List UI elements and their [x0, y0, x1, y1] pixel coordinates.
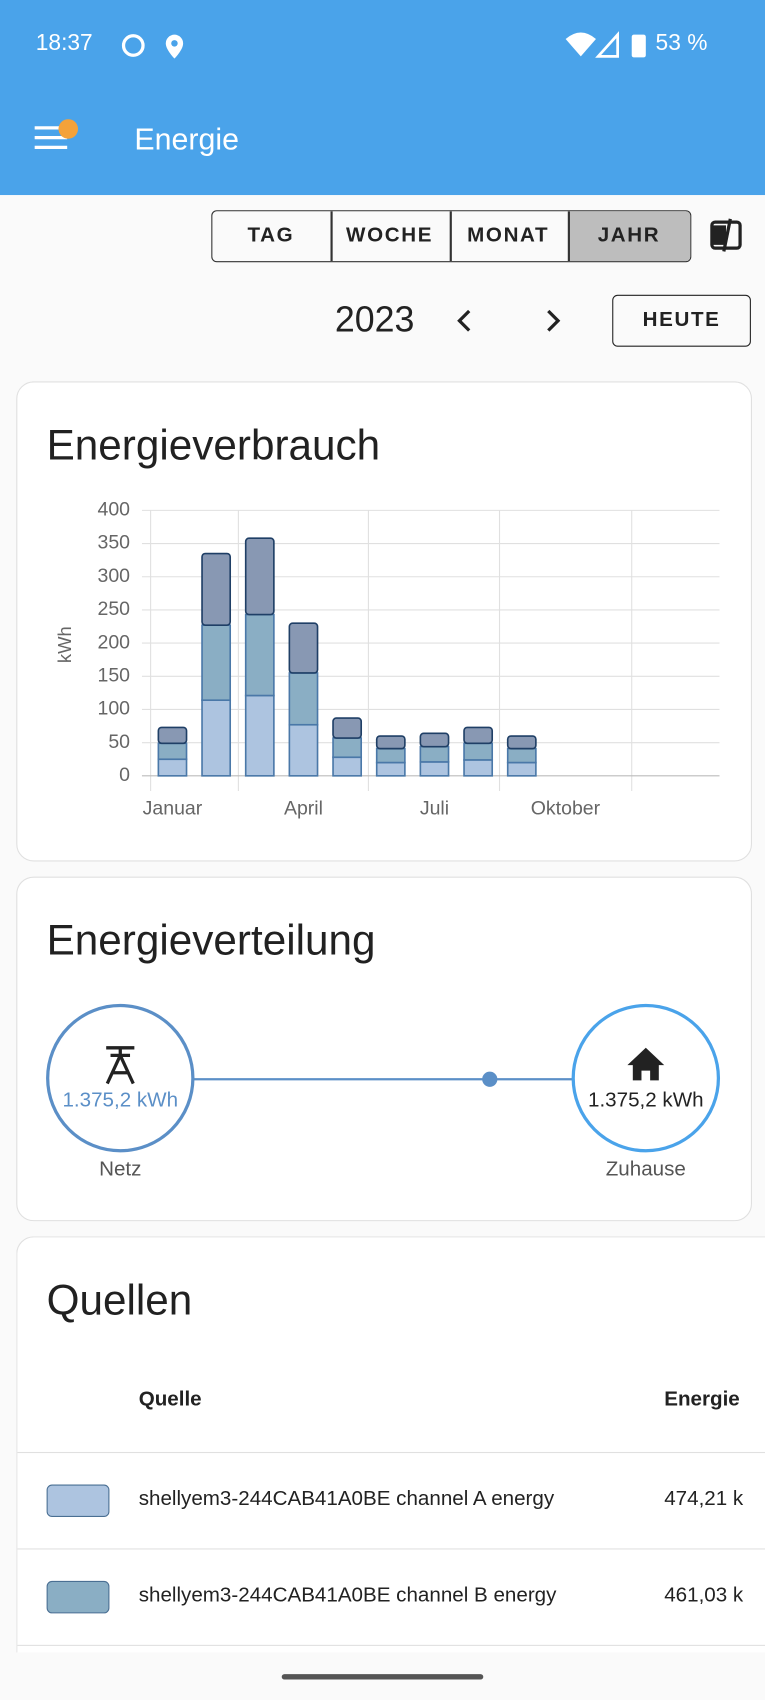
bar-segment	[419, 745, 450, 763]
tab[interactable]: MONAT	[467, 224, 550, 248]
column-header: Energie	[664, 1388, 740, 1411]
bar-segment	[463, 759, 494, 777]
bar-segment	[288, 723, 319, 777]
x-tick-label: April	[284, 798, 323, 820]
sources-title: Quellen	[46, 1277, 193, 1325]
bar-segment	[201, 552, 232, 626]
grid-label: Netz	[99, 1158, 142, 1182]
color-swatch	[46, 1484, 110, 1517]
app-title: Energie	[134, 122, 239, 157]
battery: 53 %	[655, 30, 708, 56]
y-axis-label: kWh	[54, 626, 75, 663]
y-tick-label: 50	[108, 731, 130, 753]
column-header: Quelle	[138, 1388, 202, 1411]
row-divider	[17, 1644, 765, 1646]
app-bar	[0, 0, 765, 196]
divider	[449, 211, 452, 262]
divider	[567, 211, 570, 262]
home-label: Zuhause	[605, 1158, 686, 1182]
nav-arrows[interactable]	[450, 306, 569, 339]
bar-segment	[375, 747, 406, 764]
x-tick-label: Oktober	[531, 798, 601, 820]
source-name: shellyem3-244CAB41A0BE channel A energy	[138, 1487, 555, 1511]
status-icons	[121, 34, 184, 59]
status-time: 18:37	[35, 30, 93, 56]
row-divider	[17, 1451, 765, 1454]
bar-segment	[463, 726, 494, 745]
today-button[interactable]: HEUTE	[612, 294, 751, 347]
bar-segment	[244, 537, 275, 616]
y-tick-label: 0	[119, 764, 130, 786]
chart-card	[16, 381, 752, 862]
bar-segment	[157, 726, 188, 745]
bar-segment	[157, 758, 188, 777]
period-tabs	[211, 210, 692, 263]
x-tick-label: Januar	[143, 798, 203, 820]
compare-button[interactable]	[709, 217, 744, 254]
chart-title: Energieverbrauch	[46, 422, 381, 470]
tab[interactable]: WOCHE	[346, 224, 434, 248]
selected-tab-bg	[568, 211, 691, 262]
bar-segment	[201, 699, 232, 777]
source-name: shellyem3-244CAB41A0BE channel B energy	[138, 1584, 557, 1607]
sources-card	[16, 1236, 765, 1700]
y-tick-label: 150	[97, 664, 130, 686]
bar-segment	[244, 694, 275, 777]
y-tick-label: 250	[97, 598, 130, 620]
flow-diagram	[46, 1003, 721, 1153]
year: 2023	[334, 299, 415, 340]
bar-segment	[288, 622, 319, 674]
y-tick-label: 350	[97, 532, 130, 554]
color-swatch	[46, 1580, 110, 1614]
bar-segment	[332, 756, 363, 777]
menu-button[interactable]	[33, 117, 82, 160]
home-value: 1.375,2 kWh	[588, 1088, 704, 1112]
y-tick-label: 300	[97, 565, 130, 587]
bar-segment	[201, 624, 232, 701]
y-tick-label: 100	[97, 698, 130, 720]
bar-segment	[332, 717, 363, 739]
source-energy: 461,03 k	[664, 1584, 744, 1607]
tab-selected[interactable]: JAHR	[597, 224, 661, 248]
tab[interactable]: TAG	[247, 224, 295, 248]
bar-segment	[288, 672, 319, 726]
row-divider	[17, 1548, 765, 1550]
bar-segment	[506, 735, 537, 750]
y-tick-label: 200	[97, 631, 130, 653]
bar-segment	[375, 735, 406, 750]
bar-segment	[419, 761, 450, 777]
x-tick-label: Juli	[420, 798, 449, 820]
grid-value: 1.375,2 kWh	[62, 1088, 179, 1112]
bar-segment	[463, 742, 494, 761]
bar-segment	[506, 747, 537, 764]
divider	[330, 211, 333, 262]
chart: kWh 0 50 100 150 200 250 300 350 400 Januar April J…	[54, 499, 720, 820]
source-energy: 474,21 k	[664, 1487, 744, 1511]
bar-segment	[157, 742, 188, 761]
bar-segment	[419, 732, 450, 748]
status-icons-right	[565, 31, 646, 58]
gesture-bar	[281, 1674, 484, 1680]
y-tick-label: 400	[97, 499, 130, 521]
distribution-title: Energieverteilung	[46, 917, 376, 965]
bar-segment	[244, 613, 275, 697]
bar-segment	[332, 737, 363, 759]
bar-segment	[375, 761, 406, 777]
bar-segment	[506, 761, 537, 777]
